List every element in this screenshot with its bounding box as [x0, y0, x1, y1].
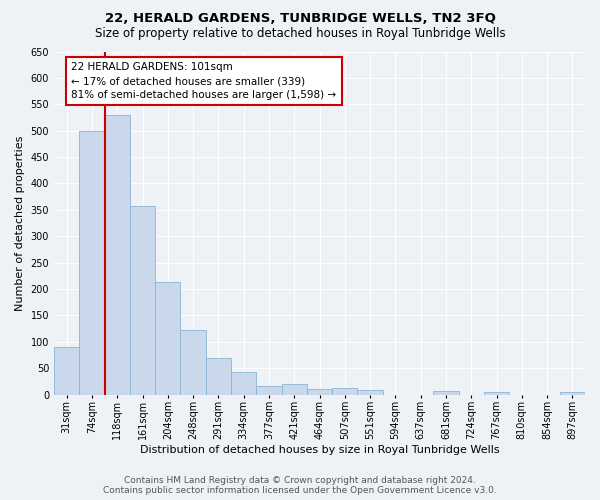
- Bar: [231, 372, 256, 394]
- Bar: [307, 388, 332, 394]
- Bar: [484, 392, 509, 394]
- Bar: [332, 388, 358, 394]
- Bar: [256, 386, 281, 394]
- Text: 22 HERALD GARDENS: 101sqm
← 17% of detached houses are smaller (339)
81% of semi: 22 HERALD GARDENS: 101sqm ← 17% of detac…: [71, 62, 337, 100]
- Bar: [206, 358, 231, 395]
- Bar: [433, 392, 458, 394]
- X-axis label: Distribution of detached houses by size in Royal Tunbridge Wells: Distribution of detached houses by size …: [140, 445, 499, 455]
- Bar: [358, 390, 383, 394]
- Bar: [104, 115, 130, 394]
- Bar: [130, 206, 155, 394]
- Text: Size of property relative to detached houses in Royal Tunbridge Wells: Size of property relative to detached ho…: [95, 28, 505, 40]
- Bar: [54, 347, 79, 395]
- Text: 22, HERALD GARDENS, TUNBRIDGE WELLS, TN2 3FQ: 22, HERALD GARDENS, TUNBRIDGE WELLS, TN2…: [104, 12, 496, 26]
- Bar: [79, 130, 104, 394]
- Text: Contains HM Land Registry data © Crown copyright and database right 2024.
Contai: Contains HM Land Registry data © Crown c…: [103, 476, 497, 495]
- Bar: [560, 392, 585, 394]
- Bar: [281, 384, 307, 394]
- Y-axis label: Number of detached properties: Number of detached properties: [15, 136, 25, 310]
- Bar: [155, 282, 181, 395]
- Bar: [181, 330, 206, 394]
